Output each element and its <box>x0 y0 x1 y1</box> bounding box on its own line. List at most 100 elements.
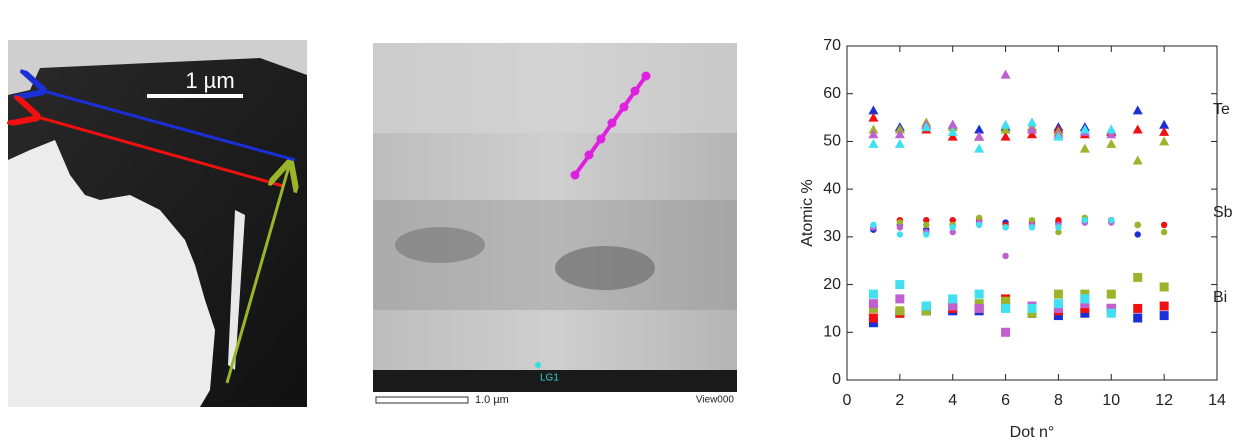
circle-point <box>896 224 904 231</box>
plot-frame <box>846 45 1218 381</box>
triangle-point <box>1079 143 1090 153</box>
triangle-point <box>1000 131 1011 141</box>
triangle-point <box>1106 138 1117 148</box>
triangle-point <box>974 143 985 153</box>
square-point <box>1080 303 1090 313</box>
square-point <box>1080 294 1090 304</box>
circle-point <box>1160 228 1168 236</box>
circle-point <box>1081 216 1089 224</box>
triangle-point <box>1106 124 1117 134</box>
x-tick-label: 14 <box>1208 392 1226 409</box>
square-point <box>1106 289 1116 299</box>
y-tick-label: 60 <box>823 85 841 102</box>
circle-point <box>1002 224 1009 231</box>
circle-point <box>1055 228 1062 236</box>
square-point <box>1027 303 1037 313</box>
circle-point <box>1002 252 1009 260</box>
square-point <box>974 303 984 313</box>
square-point <box>868 289 878 299</box>
square-point <box>895 306 905 316</box>
triangle-point <box>894 138 905 148</box>
triangle-point <box>1159 119 1170 129</box>
point-label: LG1 <box>540 373 559 384</box>
square-point <box>868 303 878 313</box>
triangle-point <box>1053 131 1064 141</box>
triangle-point <box>947 126 958 136</box>
y-tick-label: 50 <box>823 133 841 150</box>
y-tick-label: 30 <box>823 228 841 245</box>
square-point <box>1053 299 1063 309</box>
y-tick-label: 0 <box>832 371 841 388</box>
triangle-point <box>1132 124 1143 134</box>
circle-point <box>1028 224 1036 231</box>
square-point <box>895 280 905 290</box>
series-label: Te <box>1213 101 1230 118</box>
view-label: View000 <box>696 395 735 406</box>
triangle-point <box>868 138 879 148</box>
triangle-point <box>894 129 905 139</box>
triangle-point <box>1132 155 1143 165</box>
circle-point <box>896 219 904 226</box>
y-tick-label: 40 <box>823 180 841 197</box>
x-axis-label: Dot n° <box>1010 424 1055 441</box>
triangle-point <box>1027 124 1037 134</box>
triangle-point <box>868 112 879 122</box>
square-point <box>868 318 878 328</box>
square-point <box>868 313 878 323</box>
square-point <box>1001 303 1011 313</box>
triangle-point <box>868 105 879 115</box>
square-point <box>1053 289 1063 299</box>
y-tick-label: 20 <box>823 276 841 293</box>
x-tick-label: 8 <box>1054 392 1063 409</box>
circle-point <box>1134 231 1141 238</box>
x-tick-label: 6 <box>1001 392 1010 409</box>
square-point <box>1159 282 1169 292</box>
square-point <box>974 299 984 309</box>
circle-point <box>1055 216 1062 224</box>
square-point <box>1106 303 1116 313</box>
circle-point <box>923 216 930 224</box>
square-point <box>1080 299 1090 309</box>
square-point <box>974 289 984 299</box>
triangle-point <box>1159 126 1170 136</box>
square-point <box>1159 301 1169 311</box>
circle-point <box>949 224 956 231</box>
triangle-point <box>974 131 985 141</box>
x-tick-label: 0 <box>843 392 852 409</box>
square-point <box>1133 303 1143 313</box>
triangle-point <box>947 131 958 141</box>
square-point <box>1080 308 1090 318</box>
circle-point <box>896 231 904 238</box>
circle-point <box>1055 224 1062 231</box>
circle-point <box>1108 216 1115 224</box>
triangle-point <box>921 122 932 132</box>
x-tick-label: 4 <box>948 392 957 409</box>
circle-point <box>1160 221 1168 229</box>
series-label: Sb <box>1213 204 1233 221</box>
x-tick-label: 10 <box>1102 392 1120 409</box>
triangle-point <box>1106 129 1117 139</box>
triangle-point <box>1079 124 1090 134</box>
square-point <box>895 294 905 304</box>
triangle-point <box>868 124 879 134</box>
square-point <box>1159 311 1169 321</box>
triangle-point <box>974 124 985 134</box>
square-point <box>948 294 958 304</box>
circle-point <box>923 231 930 238</box>
square-point <box>1001 327 1011 337</box>
square-point <box>948 301 958 311</box>
y-tick-label: 70 <box>823 37 841 54</box>
circle-point <box>975 221 983 229</box>
triangle-point <box>1132 105 1143 115</box>
tem-image: 1 µm <box>8 40 307 407</box>
circle-point <box>1134 221 1141 229</box>
circle-point <box>923 221 930 229</box>
triangle-point <box>947 119 958 129</box>
triangle-point <box>894 124 905 134</box>
scale-label: 1.0 µm <box>475 394 509 406</box>
circle-point <box>870 221 877 229</box>
x-tick-label: 2 <box>895 392 904 409</box>
square-point <box>1053 311 1063 321</box>
